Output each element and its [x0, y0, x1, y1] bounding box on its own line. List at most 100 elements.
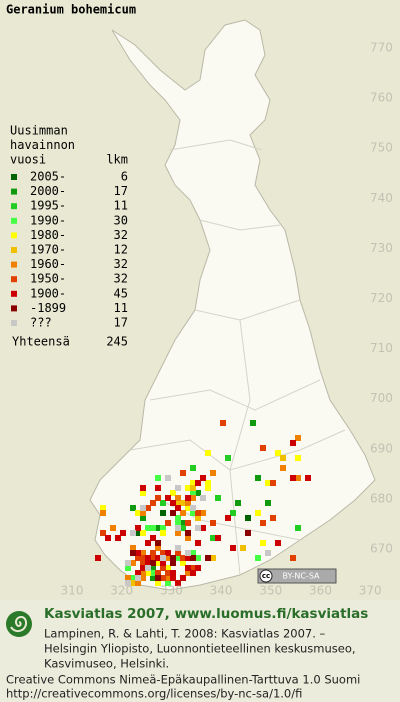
legend-label: 1970- — [30, 243, 66, 257]
record-square — [140, 510, 146, 516]
record-square — [135, 555, 141, 561]
record-square — [220, 420, 226, 426]
record-square — [205, 485, 211, 491]
record-square — [140, 485, 146, 491]
record-square — [190, 510, 196, 516]
record-square — [150, 555, 156, 561]
record-square — [155, 485, 161, 491]
legend-swatch — [11, 217, 17, 224]
legend-heading: havainnon — [10, 138, 75, 152]
record-square — [140, 555, 146, 561]
record-square — [195, 515, 201, 521]
legend-swatch — [11, 276, 17, 283]
record-square — [175, 550, 181, 556]
logo-circle — [6, 611, 32, 637]
record-square — [170, 490, 176, 496]
legend-swatch — [11, 188, 17, 195]
legend-count: 45 — [114, 286, 128, 300]
record-square — [160, 530, 166, 536]
record-square — [190, 555, 196, 561]
record-square — [185, 565, 191, 571]
legend-swatch — [11, 320, 17, 326]
record-square — [175, 505, 181, 511]
record-square — [150, 565, 156, 571]
legend-label: 1950- — [30, 272, 66, 286]
record-square — [180, 520, 186, 526]
record-square — [150, 560, 156, 566]
record-square — [185, 520, 191, 526]
record-square — [245, 515, 251, 521]
record-square — [295, 475, 301, 481]
record-square — [185, 500, 191, 506]
legend-swatch — [11, 261, 17, 268]
northing-label: 680 — [370, 491, 393, 505]
record-square — [195, 480, 201, 486]
record-square — [160, 560, 166, 566]
legend-count: 32 — [114, 257, 128, 271]
record-square — [190, 550, 196, 556]
record-square — [190, 505, 196, 511]
species-title: Geranium bohemicum — [6, 3, 136, 17]
record-square — [295, 455, 301, 461]
record-square — [160, 500, 166, 506]
record-square — [190, 465, 196, 471]
record-square — [145, 540, 151, 546]
record-square — [180, 500, 186, 506]
record-square — [160, 525, 166, 531]
record-square — [100, 505, 106, 511]
northing-label: 750 — [370, 141, 393, 155]
record-square — [155, 495, 161, 501]
record-square — [135, 510, 141, 516]
record-square — [175, 485, 181, 491]
record-square — [215, 495, 221, 501]
legend-count: 11 — [114, 199, 128, 213]
legend-label: ??? — [30, 316, 52, 330]
record-square — [150, 535, 156, 541]
record-square — [155, 560, 161, 566]
northing-label: 760 — [370, 91, 393, 105]
record-square — [265, 550, 271, 556]
northing-label: 720 — [370, 291, 393, 305]
record-square — [145, 505, 151, 511]
record-square — [165, 520, 171, 526]
record-square — [155, 570, 161, 576]
record-square — [130, 545, 136, 551]
record-square — [165, 475, 171, 481]
northing-label: 670 — [370, 542, 393, 556]
cc-circle — [259, 569, 273, 583]
record-square — [165, 550, 171, 556]
record-square — [170, 500, 176, 506]
license-line: http://creativecommons.org/licenses/by-n… — [6, 687, 302, 701]
record-square — [170, 555, 176, 561]
record-square — [170, 560, 176, 566]
record-square — [185, 495, 191, 501]
site-title: Kasviatlas 2007, www.luomus.fi/kasviatla… — [44, 606, 368, 622]
border — [229, 319, 251, 576]
record-square — [210, 520, 216, 526]
legend-heading: Uusimman — [10, 124, 68, 138]
record-square — [260, 445, 266, 451]
record-square — [195, 510, 201, 516]
legend-total-label: Yhteensä — [12, 335, 70, 349]
record-square — [145, 525, 151, 531]
legend-label: 1900- — [30, 286, 66, 300]
northing-label: 730 — [370, 241, 393, 255]
record-square — [140, 490, 146, 496]
record-square — [270, 480, 276, 486]
record-square — [100, 530, 106, 536]
record-square — [125, 565, 131, 571]
record-square — [250, 420, 256, 426]
record-square — [160, 550, 166, 556]
license-badge: cc BY-NC-SA — [257, 568, 337, 584]
border — [149, 379, 321, 411]
record-square — [110, 525, 116, 531]
record-square — [140, 515, 146, 521]
record-square — [200, 510, 206, 516]
finland-outline — [89, 19, 376, 591]
record-square — [265, 480, 271, 486]
record-square — [160, 510, 166, 516]
record-square — [195, 555, 201, 561]
record-square — [210, 555, 216, 561]
